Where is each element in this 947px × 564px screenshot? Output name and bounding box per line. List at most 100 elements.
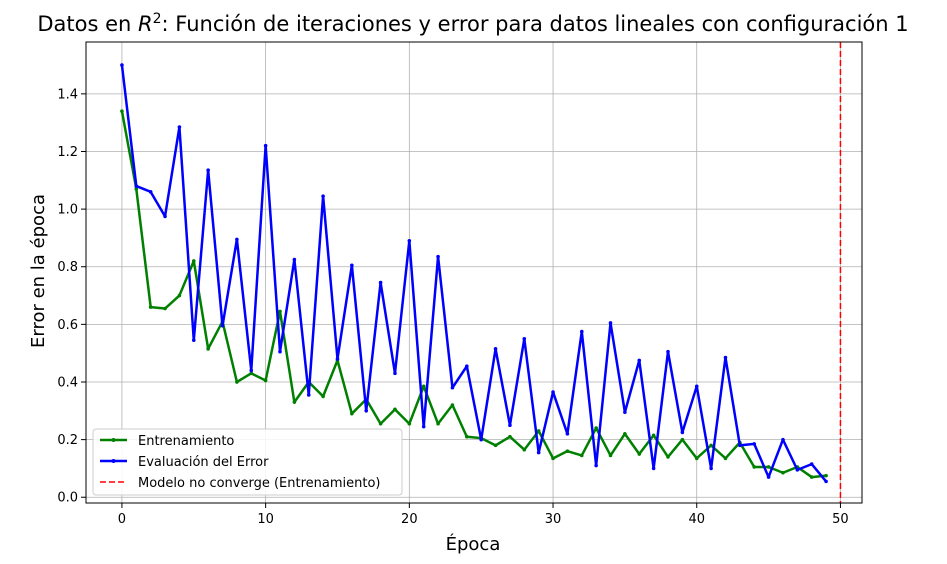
series-0-point — [407, 421, 412, 426]
series-0-point — [292, 400, 297, 404]
series-0-point — [709, 443, 713, 448]
series-1-point — [148, 190, 153, 194]
series-0-point — [206, 347, 210, 351]
series-0-point — [235, 380, 239, 384]
series-1-point — [680, 430, 685, 435]
x-tick-label: 20 — [401, 512, 418, 527]
series-1-point — [479, 437, 483, 442]
series-1-point — [450, 385, 455, 390]
y-tick-label: 1.2 — [57, 145, 78, 160]
series-1-point — [694, 384, 699, 389]
series-0-point — [421, 384, 426, 389]
series-0-point — [378, 421, 383, 426]
series-0-point — [191, 259, 196, 263]
series-1-point — [623, 410, 627, 415]
series-1-point — [321, 194, 325, 198]
series-0-point — [134, 187, 139, 191]
series-0-point — [594, 426, 598, 430]
series-0-point — [177, 293, 182, 298]
series-0-point — [608, 453, 613, 458]
series-1-point — [824, 479, 828, 484]
series-0-point — [766, 465, 771, 469]
plot-area-frame — [85, 41, 863, 504]
y-tick-label: 0.8 — [57, 260, 78, 275]
series-0-point — [436, 421, 440, 426]
series-0-point — [637, 452, 642, 456]
series-1-point — [781, 437, 785, 442]
series-0-point — [278, 309, 282, 314]
series-1-point — [235, 237, 239, 242]
legend-entry-evaluation: Evaluación del Error — [100, 455, 269, 470]
x-tick-label: 0 — [118, 512, 126, 527]
series-1-point — [579, 329, 584, 334]
y-axis-label: Error en la época — [28, 194, 49, 348]
series-1-point — [809, 462, 814, 466]
series-0-point — [393, 407, 397, 412]
legend-label-training: Entrenamiento — [138, 434, 234, 449]
series-0-point — [148, 305, 153, 309]
series-1-point — [565, 432, 570, 436]
series-1-point — [493, 347, 498, 351]
series-1-point — [134, 184, 139, 188]
series-1-point — [766, 475, 771, 479]
series-1-point — [335, 357, 340, 361]
series-1-point — [666, 349, 670, 354]
legend-entry-training: Entrenamiento — [100, 434, 234, 449]
y-tick-label: 0.4 — [57, 375, 78, 390]
series-1-point — [306, 393, 311, 397]
series-1-point — [421, 424, 426, 429]
series-1-point — [465, 364, 469, 368]
series-1-point — [551, 390, 555, 394]
series-1-point — [407, 239, 412, 243]
series-0-point — [723, 456, 728, 461]
x-axis-label: Época — [446, 533, 501, 555]
legend-marker-training — [111, 438, 116, 442]
series-1-point — [292, 257, 297, 262]
series-0-point — [752, 465, 757, 469]
series-0-point — [493, 443, 498, 448]
series-1-point — [393, 371, 397, 376]
series-1-point — [191, 338, 196, 343]
plot-lines — [120, 42, 842, 503]
x-tick-label: 40 — [688, 512, 705, 527]
series-1-point — [709, 466, 713, 471]
series-1-point — [637, 358, 642, 363]
series-0-point — [263, 378, 268, 383]
series-0-point — [522, 447, 527, 452]
x-axis-ticks: 0 10 20 30 40 50 — [118, 503, 849, 527]
series-1-point — [795, 468, 800, 472]
y-tick-label: 1.4 — [57, 87, 78, 102]
series-1-point — [651, 466, 656, 471]
series-0-point — [651, 433, 656, 438]
series-1-point — [594, 463, 598, 468]
series-1-point — [738, 443, 742, 448]
y-tick-label: 0.6 — [57, 318, 78, 333]
x-tick-label: 30 — [545, 512, 562, 527]
legend-marker-evaluation — [111, 459, 116, 463]
series-1-point — [249, 368, 254, 373]
series-1-point — [177, 125, 182, 129]
series-0-point — [163, 306, 167, 311]
series-1-point — [436, 254, 440, 259]
series-0-point — [809, 475, 814, 479]
series-0-point — [824, 473, 828, 478]
y-tick-label: 1.0 — [57, 203, 78, 218]
series-0-point — [536, 429, 541, 433]
series-line-1 — [120, 64, 828, 483]
series-1-point — [723, 355, 728, 360]
series-0-point — [781, 470, 785, 475]
x-tick-label: 10 — [257, 512, 274, 527]
series-0-point — [551, 456, 555, 461]
series-0-point — [120, 109, 124, 113]
y-axis-ticks: 0.0 0.2 0.4 0.6 0.8 1.0 1.2 1.4 — [57, 87, 86, 506]
series-1-point — [508, 423, 512, 428]
series-0-point — [680, 437, 685, 442]
series-1-point — [220, 324, 225, 328]
series-0-point — [465, 434, 469, 439]
series-0-point — [508, 434, 512, 439]
legend-label-evaluation: Evaluación del Error — [138, 455, 269, 470]
series-1-point — [350, 263, 354, 268]
x-tick-label: 50 — [832, 512, 849, 527]
series-0-point — [623, 432, 627, 436]
